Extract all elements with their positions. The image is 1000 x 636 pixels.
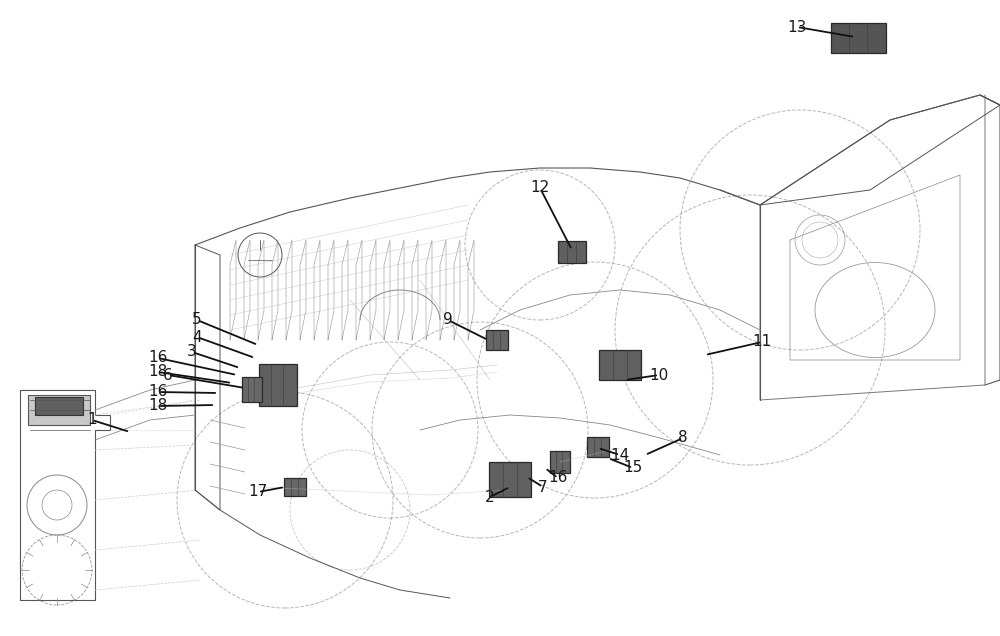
Text: 18: 18 [148, 399, 168, 413]
FancyBboxPatch shape [831, 23, 886, 53]
Text: 12: 12 [530, 181, 550, 195]
FancyBboxPatch shape [259, 364, 297, 406]
Text: 1: 1 [87, 413, 97, 427]
Text: 4: 4 [192, 329, 202, 345]
Text: 7: 7 [538, 480, 548, 495]
Text: 14: 14 [610, 448, 630, 462]
Text: 3: 3 [187, 345, 197, 359]
Text: 9: 9 [443, 312, 453, 328]
Text: 17: 17 [248, 485, 268, 499]
FancyBboxPatch shape [242, 377, 262, 402]
Text: 11: 11 [752, 335, 772, 350]
FancyBboxPatch shape [489, 462, 531, 497]
Text: 6: 6 [163, 368, 173, 382]
FancyBboxPatch shape [284, 478, 306, 496]
Text: 15: 15 [623, 460, 643, 476]
Text: 10: 10 [649, 368, 669, 382]
FancyBboxPatch shape [486, 330, 508, 350]
FancyBboxPatch shape [558, 241, 586, 263]
FancyBboxPatch shape [550, 451, 570, 473]
FancyBboxPatch shape [587, 437, 609, 457]
FancyBboxPatch shape [599, 350, 641, 380]
FancyBboxPatch shape [28, 395, 90, 425]
Text: 8: 8 [678, 431, 688, 445]
Text: 2: 2 [485, 490, 495, 504]
Text: 18: 18 [148, 364, 168, 380]
Text: 5: 5 [192, 312, 202, 328]
FancyBboxPatch shape [35, 397, 83, 415]
Text: 16: 16 [148, 350, 168, 366]
Text: 16: 16 [148, 385, 168, 399]
Text: 16: 16 [548, 471, 568, 485]
Text: 13: 13 [787, 20, 807, 34]
